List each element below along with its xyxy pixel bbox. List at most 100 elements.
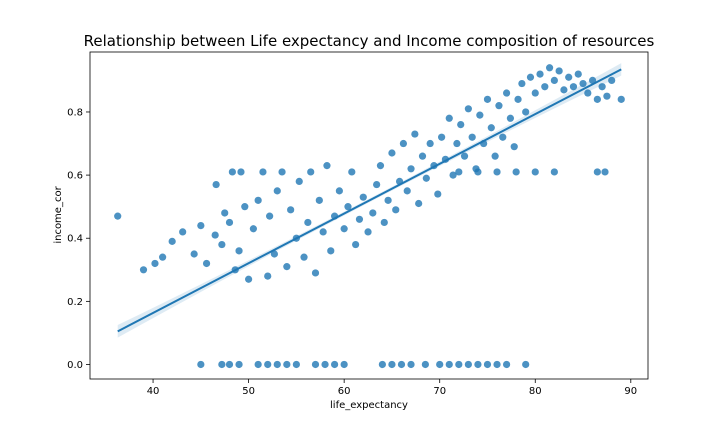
data-point	[139, 266, 148, 274]
data-point	[550, 76, 558, 85]
data-point	[510, 143, 518, 151]
data-point	[407, 360, 415, 369]
data-point	[495, 102, 503, 110]
data-point	[588, 76, 597, 85]
data-point	[376, 162, 385, 170]
data-point	[211, 231, 219, 239]
data-point	[457, 121, 465, 129]
data-point	[397, 360, 406, 369]
data-point	[331, 360, 339, 369]
data-point	[474, 168, 482, 176]
y-tick-label: 0.4	[67, 234, 83, 245]
data-point	[608, 76, 616, 85]
data-point	[426, 139, 434, 148]
data-point	[264, 272, 272, 280]
data-point	[579, 79, 587, 88]
data-point	[359, 193, 367, 201]
data-point	[254, 196, 262, 204]
data-point	[292, 360, 300, 369]
data-point	[241, 203, 249, 211]
data-point	[348, 168, 356, 176]
data-point	[512, 168, 520, 176]
data-point	[506, 114, 515, 122]
data-point	[531, 168, 539, 176]
data-point	[502, 360, 511, 369]
data-point	[225, 218, 234, 227]
data-point	[355, 215, 364, 223]
data-point	[617, 95, 625, 103]
data-point	[307, 168, 315, 176]
data-point	[407, 165, 415, 173]
data-point	[464, 360, 472, 369]
data-point	[270, 250, 279, 258]
y-axis-ticks: 0.0 0.2 0.4 0.6 0.8	[67, 107, 90, 371]
data-point	[212, 180, 220, 189]
data-point	[518, 79, 526, 88]
data-point	[218, 240, 226, 249]
data-point	[483, 360, 492, 369]
data-point	[438, 133, 446, 141]
data-point	[321, 360, 329, 369]
data-point	[436, 360, 444, 369]
data-point	[421, 360, 429, 369]
data-point	[584, 89, 592, 97]
data-point	[287, 206, 295, 214]
data-point	[601, 168, 609, 176]
data-point	[283, 360, 291, 369]
data-point	[179, 228, 187, 236]
data-point	[455, 360, 463, 369]
x-tick-label: 90	[624, 386, 637, 397]
data-point	[259, 168, 267, 176]
y-tick-label: 0.8	[67, 107, 83, 118]
data-point	[569, 83, 578, 91]
data-point	[369, 209, 377, 217]
data-point	[565, 73, 573, 81]
data-point	[598, 83, 606, 91]
data-point	[254, 360, 262, 369]
data-point	[235, 247, 243, 255]
data-point	[474, 360, 482, 369]
x-axis-label: life_expectancy	[330, 400, 408, 411]
data-point	[228, 168, 236, 176]
data-point	[249, 225, 257, 233]
data-point	[526, 73, 535, 81]
data-point	[319, 228, 327, 236]
data-point	[168, 237, 176, 245]
data-point	[403, 187, 411, 195]
data-point	[392, 206, 400, 214]
data-point	[311, 360, 320, 369]
data-point	[202, 259, 211, 268]
data-point	[514, 95, 522, 103]
data-point	[445, 114, 453, 122]
data-point	[388, 149, 396, 157]
data-point	[278, 168, 286, 176]
data-point	[352, 240, 360, 249]
data-point	[197, 222, 205, 230]
data-point	[344, 203, 352, 211]
x-tick-label: 60	[338, 386, 351, 397]
data-point	[449, 171, 457, 179]
data-point	[460, 152, 469, 160]
data-point	[304, 218, 312, 227]
data-point	[340, 225, 348, 233]
y-tick-label: 0.2	[67, 297, 83, 308]
data-point	[541, 83, 549, 91]
data-point	[225, 360, 234, 369]
data-point	[235, 360, 243, 369]
data-point	[384, 196, 392, 204]
data-point	[264, 360, 272, 369]
y-tick-label: 0.0	[67, 360, 83, 371]
data-point	[388, 360, 396, 369]
data-point	[464, 105, 472, 113]
data-point	[378, 360, 386, 369]
data-point	[545, 64, 554, 72]
data-point	[380, 218, 388, 227]
data-point	[221, 209, 229, 217]
data-point	[434, 190, 442, 198]
data-point	[468, 133, 476, 141]
data-point	[455, 168, 463, 176]
x-tick-label: 40	[147, 386, 160, 397]
data-point	[300, 253, 308, 261]
